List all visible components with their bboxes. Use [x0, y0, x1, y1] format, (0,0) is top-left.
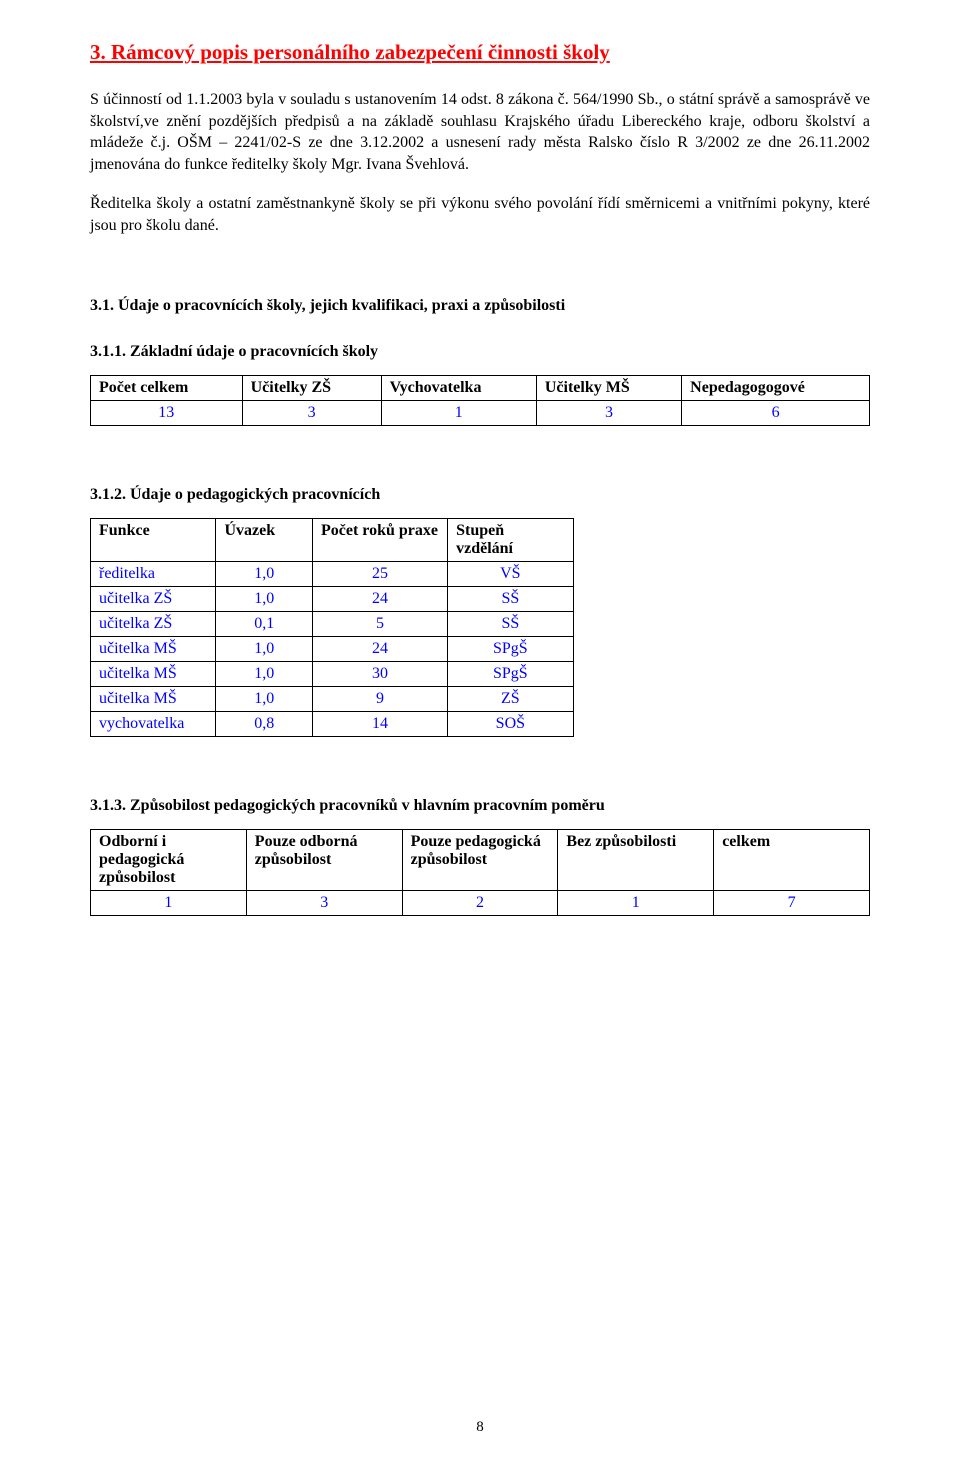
table-cell: 24 — [312, 636, 447, 661]
table-cell: ředitelka — [91, 561, 216, 586]
table-row: učitelka ZŠ 0,1 5 SŠ — [91, 611, 574, 636]
table-cell: 1,0 — [216, 661, 313, 686]
col-header: Stupeň vzdělání — [448, 518, 573, 561]
table-cell: 13 — [91, 400, 243, 425]
col-header: Odborní i pedagogická způsobilost — [91, 829, 247, 890]
col-header: Pouze pedagogická způsobilost — [402, 829, 558, 890]
col-header: Pouze odborná způsobilost — [246, 829, 402, 890]
section-3-1-3-heading: 3.1.3. Způsobilost pedagogických pracovn… — [90, 797, 870, 815]
table-cell: 24 — [312, 586, 447, 611]
table-header-row: Odborní i pedagogická způsobilost Pouze … — [91, 829, 870, 890]
table-cell: SŠ — [448, 586, 573, 611]
table-row: ředitelka 1,0 25 VŠ — [91, 561, 574, 586]
table-header-row: Počet celkem Učitelky ZŠ Vychovatelka Uč… — [91, 375, 870, 400]
table-cell: ZŠ — [448, 686, 573, 711]
table-cell: vychovatelka — [91, 711, 216, 736]
table-row: učitelka ZŠ 1,0 24 SŠ — [91, 586, 574, 611]
table-cell: 1 — [381, 400, 536, 425]
table-cell: SŠ — [448, 611, 573, 636]
page-number: 8 — [0, 1419, 960, 1436]
table-cell: 14 — [312, 711, 447, 736]
page-container: 3. Rámcový popis personálního zabezpečen… — [0, 0, 960, 1464]
table-cell: 3 — [242, 400, 381, 425]
table-cell: učitelka MŠ — [91, 636, 216, 661]
section-3-heading: 3. Rámcový popis personálního zabezpečen… — [90, 40, 870, 65]
table-cell: VŠ — [448, 561, 573, 586]
section-3-paragraph-2: Ředitelka školy a ostatní zaměstnankyně … — [90, 193, 870, 236]
table-cell: 2 — [402, 890, 558, 915]
table-cell: 7 — [714, 890, 870, 915]
table-qualification: Odborní i pedagogická způsobilost Pouze … — [90, 829, 870, 916]
table-cell: 1,0 — [216, 561, 313, 586]
table-cell: 0,1 — [216, 611, 313, 636]
table-row: vychovatelka 0,8 14 SOŠ — [91, 711, 574, 736]
table-cell: učitelka MŠ — [91, 661, 216, 686]
table-cell: 1,0 — [216, 686, 313, 711]
table-cell: 3 — [536, 400, 681, 425]
table-cell: 6 — [682, 400, 870, 425]
col-header: Funkce — [91, 518, 216, 561]
table-cell: 1,0 — [216, 636, 313, 661]
table-cell: učitelka ZŠ — [91, 586, 216, 611]
table-cell: učitelka MŠ — [91, 686, 216, 711]
table-row: učitelka MŠ 1,0 9 ZŠ — [91, 686, 574, 711]
table-cell: učitelka ZŠ — [91, 611, 216, 636]
table-cell: 5 — [312, 611, 447, 636]
table-cell: 25 — [312, 561, 447, 586]
section-3-1-2-heading: 3.1.2. Údaje o pedagogických pracovnícíc… — [90, 486, 870, 504]
table-row: 13 3 1 3 6 — [91, 400, 870, 425]
col-header: Bez způsobilosti — [558, 829, 714, 890]
table-header-row: Funkce Úvazek Počet roků praxe Stupeň vz… — [91, 518, 574, 561]
table-row: učitelka MŠ 1,0 24 SPgŠ — [91, 636, 574, 661]
section-3-1-heading: 3.1. Údaje o pracovnících školy, jejich … — [90, 297, 870, 315]
table-cell: 0,8 — [216, 711, 313, 736]
col-header: Vychovatelka — [381, 375, 536, 400]
col-header: Počet celkem — [91, 375, 243, 400]
table-cell: 30 — [312, 661, 447, 686]
col-header: celkem — [714, 829, 870, 890]
col-header: Učitelky ZŠ — [242, 375, 381, 400]
table-pedagogical-staff: Funkce Úvazek Počet roků praxe Stupeň vz… — [90, 518, 574, 737]
table-basic-staff: Počet celkem Učitelky ZŠ Vychovatelka Uč… — [90, 375, 870, 426]
section-3-1-1-heading: 3.1.1. Základní údaje o pracovnících ško… — [90, 343, 870, 361]
col-header: Počet roků praxe — [312, 518, 447, 561]
table-cell: 1 — [558, 890, 714, 915]
table-row: učitelka MŠ 1,0 30 SPgŠ — [91, 661, 574, 686]
table-cell: SPgŠ — [448, 661, 573, 686]
table-row: 1 3 2 1 7 — [91, 890, 870, 915]
col-header: Úvazek — [216, 518, 313, 561]
col-header: Nepedagogogové — [682, 375, 870, 400]
col-header: Učitelky MŠ — [536, 375, 681, 400]
table-cell: 3 — [246, 890, 402, 915]
table-cell: 1,0 — [216, 586, 313, 611]
table-cell: 1 — [91, 890, 247, 915]
section-3-paragraph-1: S účinností od 1.1.2003 byla v souladu s… — [90, 89, 870, 175]
table-cell: SOŠ — [448, 711, 573, 736]
table-cell: SPgŠ — [448, 636, 573, 661]
table-cell: 9 — [312, 686, 447, 711]
